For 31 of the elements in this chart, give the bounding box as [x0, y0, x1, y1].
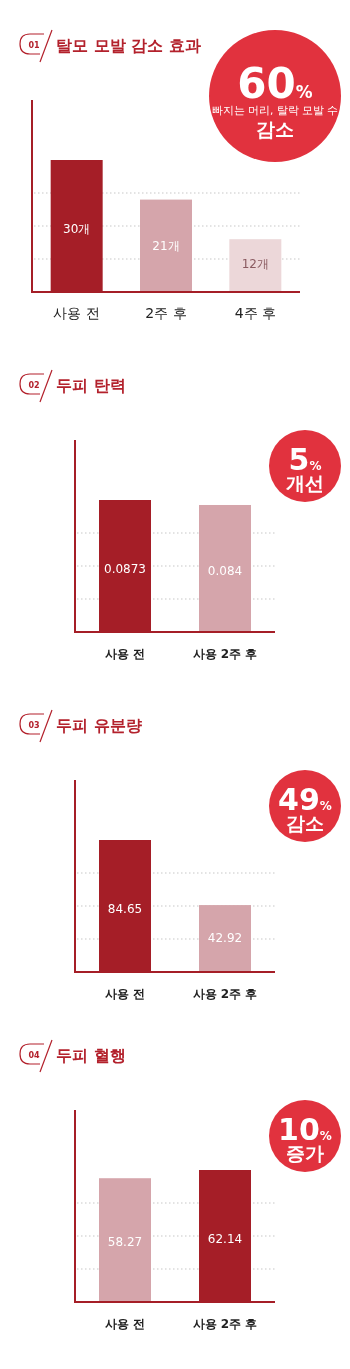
data-label: 42.92 — [207, 930, 243, 945]
text: 02 — [28, 381, 40, 390]
data-label: 62.14 — [207, 1231, 243, 1246]
text: 감소 — [286, 812, 324, 834]
data-label: 21개 — [152, 239, 180, 254]
data-label: 30개 — [63, 221, 91, 236]
text: 04 — [28, 1051, 40, 1060]
text: 빠지는 머리, 탈락 모발 수 — [211, 104, 339, 116]
x-tick-label: 사용 전 — [104, 987, 146, 1001]
text: 증가 — [286, 1142, 324, 1164]
text: 01 — [28, 41, 40, 50]
x-tick-label: 사용 2주 후 — [192, 987, 258, 1001]
text: 감소 — [256, 118, 294, 140]
x-tick-label: 2주 후 — [145, 305, 187, 321]
x-tick-label: 사용 2주 후 — [192, 647, 258, 661]
x-tick-label: 사용 전 — [104, 1317, 146, 1331]
x-tick-label: 사용 전 — [53, 305, 100, 321]
x-tick-label: 4주 후 — [234, 305, 277, 321]
chart-title: 두피 탄력 — [56, 376, 126, 395]
text: 03 — [28, 721, 40, 730]
x-tick-label: 사용 2주 후 — [192, 1317, 258, 1331]
data-label: 0.0873 — [104, 561, 146, 576]
data-label: 58.27 — [107, 1235, 143, 1250]
data-label: 84.65 — [107, 901, 143, 916]
x-tick-label: 사용 전 — [104, 647, 146, 661]
text: 개선 — [286, 472, 324, 494]
data-label: 0.084 — [207, 563, 243, 578]
chart-title: 두피 유분량 — [56, 716, 142, 735]
chart-title: 탈모 모발 감소 효과 — [56, 36, 201, 55]
data-label: 12개 — [241, 257, 269, 272]
chart-title: 두피 혈행 — [56, 1046, 126, 1065]
